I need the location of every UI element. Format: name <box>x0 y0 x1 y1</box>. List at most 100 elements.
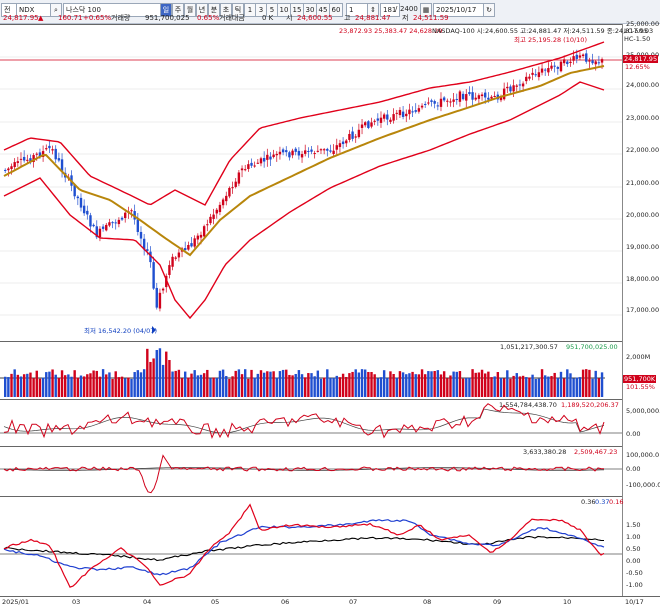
candle-body <box>424 103 427 105</box>
ind2-axis-label: -100,000.0 <box>626 481 660 489</box>
volume-bar <box>73 370 76 397</box>
candle-body <box>417 108 421 112</box>
volume-bar <box>572 378 575 397</box>
volume-axis[interactable]: 2,000M <box>622 341 660 399</box>
period-button-second[interactable]: 초 <box>220 3 232 17</box>
date-label: 10 <box>563 598 572 606</box>
volume-bar <box>471 369 474 397</box>
volume-bar <box>534 378 537 397</box>
price-legend-values: 23,872.93 25,383.47 24,628.29 <box>339 27 443 35</box>
volume-bar <box>313 376 316 397</box>
period-button-day[interactable]: 일 <box>160 3 172 17</box>
date-label: 2025/01 <box>2 598 30 606</box>
indicator-axis-3[interactable]: 1.50 1.00 0.50 0.00 -0.50 -1.00 <box>622 496 660 596</box>
volume-bar <box>446 378 449 397</box>
indicator-axis-2[interactable]: 100,000.0 0.00 -100,000.0 <box>622 446 660 496</box>
candle-body <box>79 197 83 208</box>
period-button-tick[interactable]: 틱 <box>232 3 244 17</box>
candle-body <box>408 109 411 115</box>
candle-body <box>471 92 474 100</box>
volume-bar <box>332 377 335 397</box>
volume-bar <box>427 371 430 397</box>
symbol-name-field[interactable]: 나스닥 100 <box>63 3 163 17</box>
volume-bar <box>578 377 582 397</box>
volume-bar <box>348 373 351 397</box>
volume-bar <box>256 373 260 397</box>
interval-button-5[interactable]: 5 <box>266 3 278 17</box>
candle-body <box>155 287 158 308</box>
candle-body <box>515 85 518 87</box>
candle-body <box>231 187 234 189</box>
interval-button-60[interactable]: 60 <box>329 3 343 17</box>
candle-body <box>480 94 484 97</box>
candle-body <box>319 149 323 151</box>
bollinger-lower-line <box>3 81 605 320</box>
volume-bar <box>250 369 253 397</box>
volume-bar <box>496 372 500 397</box>
price-axis-label: 21,000.00 <box>626 179 660 187</box>
ind3-legend-c: 0.16 <box>609 498 624 506</box>
volume-bar <box>4 376 7 397</box>
period-button-week[interactable]: 주 <box>172 3 184 17</box>
date-input[interactable]: 2025/10/17 <box>433 3 485 17</box>
candle-body <box>588 60 591 62</box>
volume-bar <box>376 378 380 397</box>
date-refresh-icon[interactable]: ↻ <box>483 3 495 17</box>
bar-count-input[interactable]: 181 <box>380 3 400 17</box>
candle-body <box>420 105 424 108</box>
interval-spin-icon[interactable]: ⇕ <box>367 3 379 17</box>
indicator-panel-2[interactable] <box>0 446 622 497</box>
volume-bar <box>231 376 234 397</box>
ind3-axis-label: 0.50 <box>626 545 641 553</box>
quote-change-pct: +0.65% <box>83 14 112 22</box>
volume-bar <box>405 374 408 397</box>
candle-body <box>10 166 13 169</box>
volume-bar <box>165 351 168 397</box>
ind3-axis-label: 0.00 <box>626 557 641 565</box>
volume-bar <box>591 378 594 397</box>
candle-body <box>13 162 16 168</box>
price-axis-label: 19,000.00 <box>626 243 660 251</box>
volume-bar <box>177 369 181 397</box>
indicator-panel-1[interactable] <box>0 399 622 447</box>
volume-bar <box>379 377 383 397</box>
price-axis[interactable]: 25,000.00 25,000.00 24,000.00 23,000.00 … <box>622 20 660 341</box>
volume-bar <box>117 377 121 397</box>
volume-bar <box>221 369 225 397</box>
chart-canvas[interactable] <box>0 0 622 596</box>
volume-legend-current: 951,700,025.00 <box>566 343 618 351</box>
candle-body <box>98 228 102 238</box>
indicator-axis-1[interactable]: 5,000,000.0 0.00 <box>622 399 660 446</box>
volume-bar <box>490 377 493 397</box>
ind1-legend-a: 1,554,784,438.70 <box>499 401 557 409</box>
candle-body <box>414 110 417 112</box>
period-button-year[interactable]: 년 <box>196 3 208 17</box>
price-axis-label: 17,000.00 <box>626 306 660 314</box>
volume-label: 거래량 <box>111 14 131 22</box>
symbol-search-icon[interactable]: ⌕ <box>50 3 62 17</box>
candle-body <box>54 148 57 160</box>
volume-bar <box>594 370 597 397</box>
candle-body <box>82 205 86 214</box>
volume-bar <box>341 373 345 397</box>
candle-body <box>509 86 512 92</box>
candle-body <box>351 131 354 139</box>
period-button-month[interactable]: 월 <box>184 3 196 17</box>
candle-body <box>474 97 477 100</box>
candle-body <box>51 149 54 151</box>
candle-body <box>360 124 364 128</box>
candle-body <box>364 122 367 126</box>
volume-bar <box>45 372 48 397</box>
volume-bar <box>98 376 102 397</box>
volume-bar <box>449 375 452 397</box>
candle-body <box>338 143 342 148</box>
volume-bar <box>228 378 231 397</box>
candle-body <box>86 210 89 215</box>
indicator-panel-3[interactable] <box>0 496 622 597</box>
interval-button-45[interactable]: 45 <box>316 3 330 17</box>
period-button-minute[interactable]: 분 <box>208 3 220 17</box>
calendar-icon[interactable]: ▦ <box>420 3 432 17</box>
volume-bar <box>171 371 174 397</box>
candle-body <box>22 156 26 161</box>
candle-body <box>386 114 389 120</box>
